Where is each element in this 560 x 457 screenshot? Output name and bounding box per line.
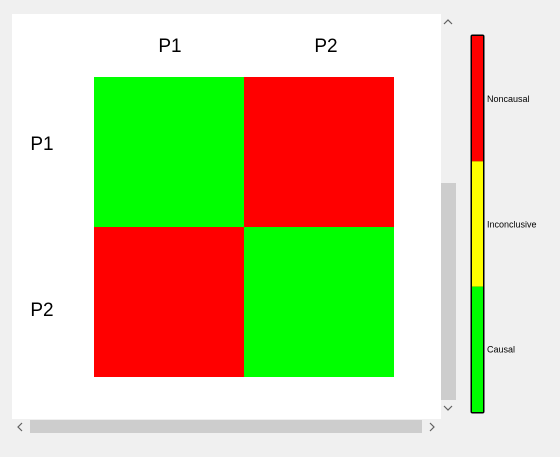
legend-label: Causal	[487, 345, 515, 355]
legend-swatch	[472, 286, 483, 412]
legend-label: Inconclusive	[487, 219, 537, 229]
matrix-cell	[94, 77, 244, 227]
v-scroll-thumb[interactable]	[441, 183, 456, 400]
scroll-right[interactable]	[429, 422, 435, 432]
legend-swatch	[472, 161, 483, 287]
legend-swatch	[472, 36, 483, 162]
scroll-up[interactable]	[443, 19, 453, 25]
matrix-cell	[244, 77, 394, 227]
matrix: P1 P2 P1 P2	[30, 36, 394, 377]
matrix-cell	[94, 227, 244, 377]
matrix-cell	[244, 227, 394, 377]
legend: Noncausal Inconclusive Causal	[470, 34, 537, 414]
column-label: P1	[158, 36, 181, 57]
row-label: P2	[30, 300, 53, 321]
column-label: P2	[314, 36, 337, 57]
h-scroll-thumb[interactable]	[30, 420, 422, 433]
scroll-left[interactable]	[17, 422, 23, 432]
scroll-down[interactable]	[443, 405, 453, 411]
row-label: P1	[30, 134, 53, 155]
legend-label: Noncausal	[487, 94, 530, 104]
